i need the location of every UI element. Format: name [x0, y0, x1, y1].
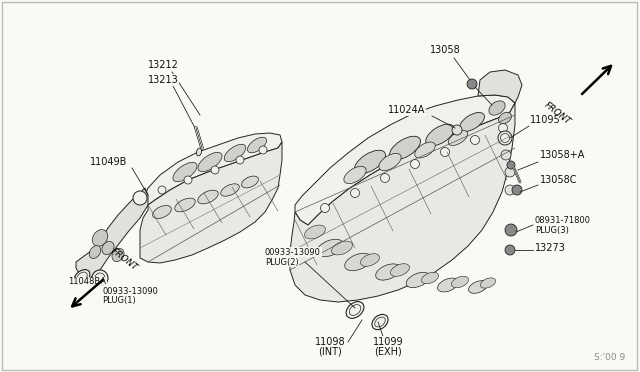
Ellipse shape	[460, 112, 484, 131]
Ellipse shape	[451, 276, 468, 288]
Ellipse shape	[196, 148, 202, 156]
Ellipse shape	[379, 153, 401, 171]
Circle shape	[259, 146, 267, 154]
Ellipse shape	[173, 162, 197, 182]
Ellipse shape	[415, 142, 435, 158]
Ellipse shape	[438, 278, 458, 292]
Circle shape	[92, 270, 108, 286]
Ellipse shape	[305, 225, 326, 239]
Ellipse shape	[248, 137, 266, 153]
Text: 13212: 13212	[148, 60, 179, 70]
Circle shape	[321, 203, 330, 212]
Ellipse shape	[406, 272, 430, 288]
Ellipse shape	[89, 246, 100, 259]
Ellipse shape	[153, 205, 172, 218]
Polygon shape	[76, 188, 148, 278]
Ellipse shape	[224, 144, 246, 162]
Polygon shape	[478, 70, 522, 103]
Text: PLUG(1): PLUG(1)	[102, 296, 136, 305]
Text: 11049B: 11049B	[90, 157, 127, 167]
Text: FRONT: FRONT	[110, 247, 140, 273]
Text: 11095: 11095	[530, 115, 561, 125]
Circle shape	[499, 124, 508, 132]
Circle shape	[452, 125, 462, 135]
Ellipse shape	[102, 241, 114, 254]
Circle shape	[211, 166, 219, 174]
Text: 13273: 13273	[535, 243, 566, 253]
Circle shape	[498, 131, 512, 145]
Text: 11098: 11098	[315, 337, 346, 347]
Text: S:'00 9: S:'00 9	[594, 353, 625, 362]
Polygon shape	[140, 142, 282, 263]
Circle shape	[236, 156, 244, 164]
Text: 13058: 13058	[430, 45, 461, 55]
Ellipse shape	[360, 254, 380, 266]
Ellipse shape	[198, 153, 222, 171]
Ellipse shape	[355, 150, 385, 174]
Ellipse shape	[376, 264, 401, 280]
Ellipse shape	[468, 280, 488, 294]
Circle shape	[501, 150, 511, 160]
Text: PLUG(2): PLUG(2)	[265, 257, 299, 266]
Ellipse shape	[422, 272, 438, 284]
Ellipse shape	[344, 166, 366, 184]
Ellipse shape	[198, 190, 218, 204]
Text: (INT): (INT)	[318, 347, 342, 357]
Ellipse shape	[112, 248, 124, 262]
Text: 11099: 11099	[372, 337, 403, 347]
Ellipse shape	[241, 176, 259, 188]
Text: 13213: 13213	[148, 75, 179, 85]
Text: (EXH): (EXH)	[374, 347, 402, 357]
Circle shape	[505, 185, 515, 195]
Ellipse shape	[390, 264, 410, 276]
Circle shape	[467, 79, 477, 89]
Ellipse shape	[481, 278, 495, 288]
Ellipse shape	[92, 230, 108, 246]
Ellipse shape	[317, 239, 343, 257]
Polygon shape	[290, 103, 515, 302]
Circle shape	[133, 191, 147, 205]
Text: 08931-71800: 08931-71800	[535, 215, 591, 224]
Circle shape	[158, 186, 166, 194]
Ellipse shape	[221, 184, 239, 196]
Circle shape	[351, 189, 360, 198]
Circle shape	[410, 160, 419, 169]
Ellipse shape	[426, 124, 454, 146]
Circle shape	[505, 224, 517, 236]
Ellipse shape	[175, 198, 195, 212]
Circle shape	[184, 176, 192, 184]
Text: 11024A: 11024A	[388, 105, 426, 115]
Text: 13058+A: 13058+A	[540, 150, 586, 160]
Text: 00933-13090: 00933-13090	[102, 286, 158, 295]
Text: 00933-13090: 00933-13090	[265, 247, 321, 257]
Ellipse shape	[74, 270, 90, 284]
Polygon shape	[145, 133, 282, 205]
Text: PLUG(3): PLUG(3)	[535, 225, 569, 234]
Circle shape	[381, 173, 390, 183]
Ellipse shape	[332, 241, 353, 255]
Circle shape	[440, 148, 449, 157]
Ellipse shape	[372, 314, 388, 330]
Ellipse shape	[345, 253, 371, 271]
Polygon shape	[295, 95, 515, 225]
Ellipse shape	[390, 136, 420, 160]
Ellipse shape	[346, 302, 364, 318]
Text: 13058C: 13058C	[540, 175, 577, 185]
Circle shape	[470, 135, 479, 144]
Text: FRONT: FRONT	[542, 100, 572, 126]
Ellipse shape	[499, 112, 511, 124]
Ellipse shape	[448, 131, 468, 145]
Circle shape	[512, 185, 522, 195]
Text: 11048BA: 11048BA	[68, 278, 106, 286]
Ellipse shape	[489, 101, 505, 115]
Circle shape	[505, 245, 515, 255]
Circle shape	[507, 161, 515, 169]
Circle shape	[505, 167, 515, 177]
